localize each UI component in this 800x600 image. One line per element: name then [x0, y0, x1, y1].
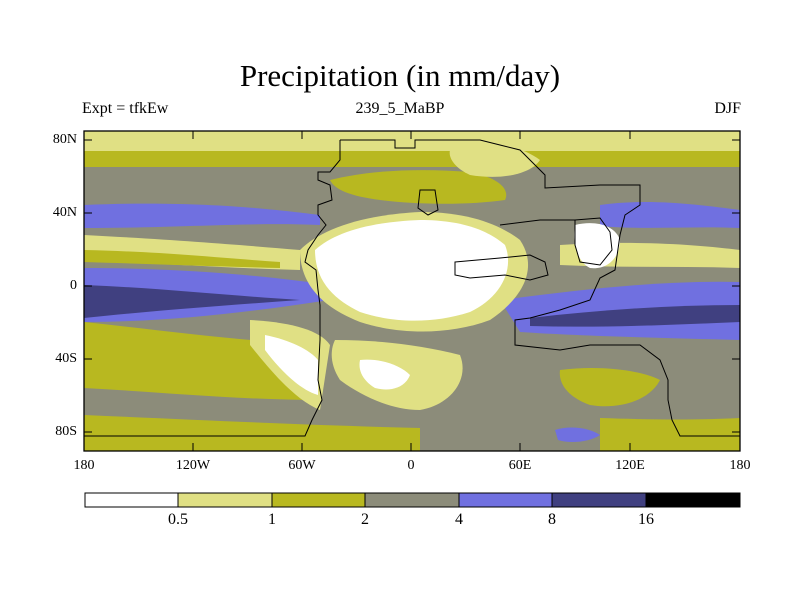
- experiment-label: Expt = tfkEw: [82, 100, 169, 117]
- lat-tick-marks: [84, 139, 740, 433]
- colorbar-box-4: [364, 492, 460, 508]
- map-title: Precipitation (in mm/day): [239, 58, 561, 93]
- lon-tick-marks: [83, 131, 741, 451]
- time-label: 239_5_MaBP: [355, 100, 445, 117]
- north-continent-olive: [330, 170, 507, 204]
- band-southern-ocean-east: [600, 418, 740, 451]
- season-label: DJF: [714, 100, 741, 117]
- colorbar-box-5: [458, 492, 553, 508]
- colorbar-label-0.5: 0.5: [168, 511, 188, 528]
- lon-label-0: 0: [407, 458, 415, 473]
- pangaea-dry-core: [315, 220, 509, 321]
- colorbar-label-16: 16: [638, 511, 654, 528]
- lat-label-40s: 40S: [55, 351, 77, 366]
- colorbar-label-1: 1: [268, 511, 276, 528]
- colorbar-label-2: 2: [361, 511, 369, 528]
- dry-zone-south-pacific: [265, 335, 318, 395]
- colorbar: [84, 492, 741, 508]
- colorbar-box-6: [551, 492, 647, 508]
- band-storm-track-pacific: [84, 203, 320, 228]
- lon-label-60e: 60E: [508, 458, 532, 473]
- lat-label-40n: 40N: [52, 205, 77, 220]
- lon-label-60w: 60W: [288, 458, 316, 473]
- colorbar-label-4: 4: [455, 511, 463, 528]
- band-north-olive: [84, 151, 740, 167]
- colorbar-box-2: [177, 492, 273, 508]
- blue-patch-south: [555, 427, 600, 443]
- lon-label-120e: 120E: [615, 458, 645, 473]
- contour-field: [84, 131, 740, 451]
- east-dry-core: [574, 223, 620, 269]
- lon-label-180w: 180: [73, 458, 95, 473]
- colorbar-box-3: [271, 492, 366, 508]
- band-itcz-west-dark: [84, 285, 300, 318]
- band-subtropic-olive: [84, 250, 280, 268]
- lat-label-80n: 80N: [52, 132, 77, 147]
- colorbar-box-7: [645, 492, 741, 508]
- colorbar-box-1: [84, 492, 179, 508]
- map-frame: [83, 130, 741, 452]
- lat-label-80s: 80S: [55, 424, 77, 439]
- east-south-olive: [559, 368, 660, 407]
- colorbar-label-8: 8: [548, 511, 556, 528]
- lon-label-120w: 120W: [175, 458, 211, 473]
- continent-outline: [84, 139, 740, 437]
- lon-label-180e: 180: [729, 458, 751, 473]
- band-southern-ocean: [84, 415, 420, 451]
- band-arctic: [84, 131, 740, 151]
- lat-label-0: 0: [70, 278, 77, 293]
- arctic-coast-pale: [449, 144, 540, 177]
- south-continent-dry: [359, 359, 410, 390]
- band-itcz-east-dark: [530, 305, 740, 327]
